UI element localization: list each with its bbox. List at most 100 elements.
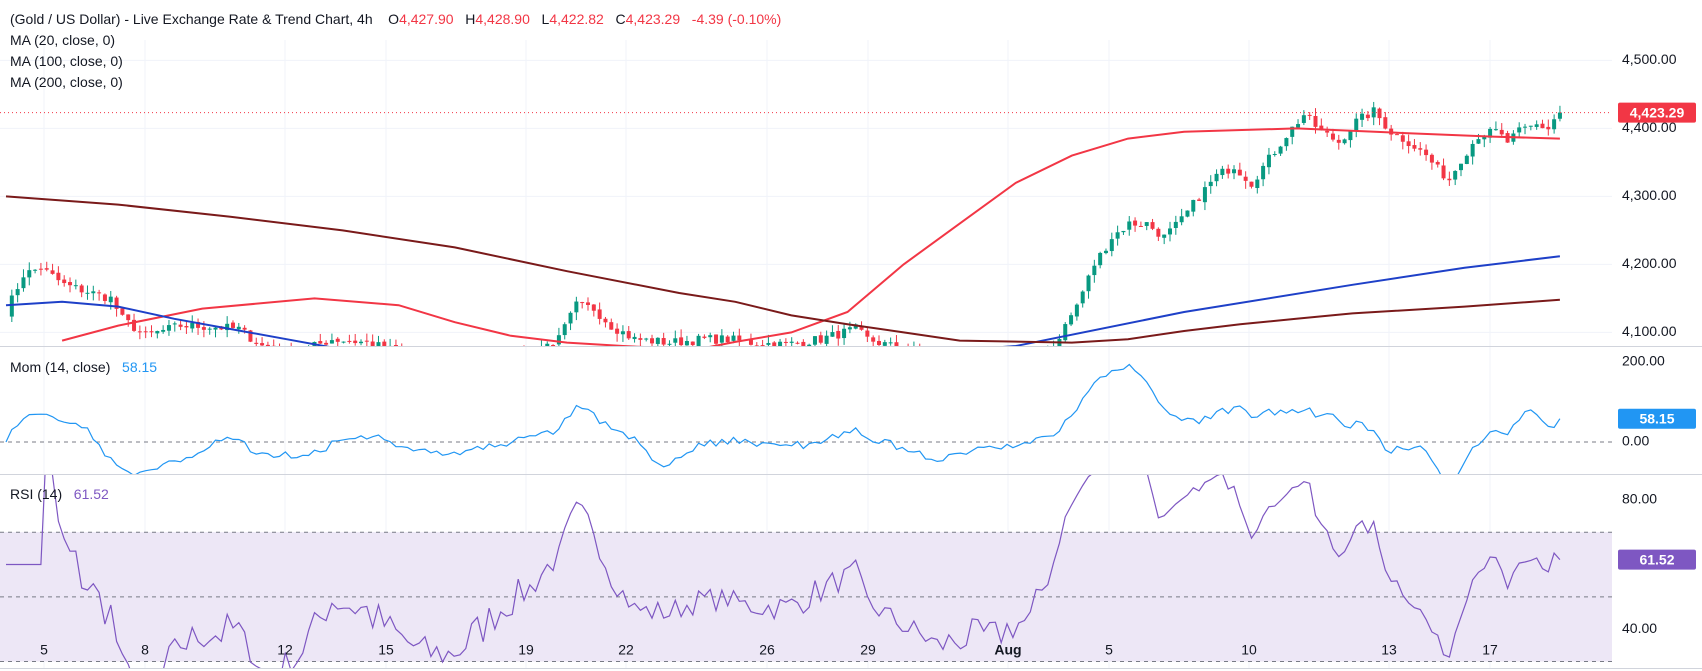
candle-body: [248, 330, 253, 342]
candle-body: [435, 358, 439, 359]
pane-separator[interactable]: [0, 346, 1702, 347]
candle-body: [1052, 347, 1056, 355]
candle-body: [1453, 170, 1458, 180]
candle-body: [626, 331, 631, 339]
candle-body: [1301, 115, 1306, 123]
candle-body: [847, 327, 852, 330]
rsi-legend[interactable]: RSI (14) 61.52: [10, 486, 109, 502]
candle-body: [976, 357, 980, 358]
price-tick-label: 4,400.00: [1622, 119, 1677, 135]
candle-body: [1138, 225, 1143, 227]
candle-body: [679, 337, 684, 346]
ma200-legend[interactable]: MA (200, close, 0): [10, 74, 123, 90]
candle-body: [1418, 148, 1423, 150]
candle-body: [184, 326, 189, 328]
candle-body: [1348, 130, 1353, 141]
candle-body: [929, 357, 933, 358]
candle-body: [155, 331, 160, 334]
candle-body: [1109, 239, 1114, 252]
momentum-pane[interactable]: [0, 346, 1612, 480]
rsi-pane[interactable]: [0, 437, 1612, 671]
candle-body: [441, 358, 445, 364]
candle-body: [1162, 234, 1167, 238]
candle-body: [400, 350, 404, 352]
candle-body: [347, 340, 352, 342]
pane-separator[interactable]: [0, 474, 1702, 475]
candle-body: [964, 363, 968, 365]
candle-body: [15, 289, 20, 296]
low-label: L: [541, 11, 550, 27]
candle-body: [970, 357, 974, 363]
time-axis[interactable]: 5 8 12 15 19 22 26 29 Aug 5 10 13 17: [40, 642, 1498, 658]
candle-body: [481, 357, 485, 364]
candle-body: [475, 357, 479, 359]
candle-body: [1098, 252, 1103, 266]
candle-body: [650, 338, 655, 344]
momentum-legend[interactable]: Mom (14, close) 58.15: [10, 359, 157, 375]
ma20-line: [61, 127, 1560, 346]
candle-body: [1459, 163, 1463, 171]
candle-body: [801, 341, 806, 346]
candle-body: [1365, 114, 1370, 119]
candle-body: [714, 334, 719, 344]
candle-body: [684, 341, 689, 346]
candle-body: [603, 318, 608, 323]
ma20-legend[interactable]: MA (20, close, 0): [10, 32, 116, 48]
candle-body: [772, 342, 777, 346]
candle-body: [836, 330, 841, 339]
ma100-legend[interactable]: MA (100, close, 0): [10, 53, 123, 69]
candle-body: [528, 352, 532, 356]
candle-body: [882, 342, 887, 346]
candle-body: [1208, 181, 1213, 187]
candle-body: [580, 302, 585, 304]
candle-body: [539, 348, 543, 353]
candle-body: [877, 340, 881, 345]
time-tick-label: 15: [378, 642, 394, 658]
candle-body: [1313, 115, 1318, 127]
candle-body: [1023, 362, 1027, 363]
candle-body: [1220, 168, 1225, 176]
high-value: 4,428.90: [475, 11, 530, 27]
candle-body: [812, 336, 817, 345]
candle-body: [906, 351, 910, 352]
rsi-line: [6, 474, 1561, 668]
candle-body: [941, 357, 945, 362]
time-tick-label: 29: [860, 642, 876, 658]
candle-body: [988, 359, 992, 361]
price-axis[interactable]: 4,100.00 4,200.00 4,300.00 4,400.00 4,500.00…: [1618, 51, 1696, 636]
candle-body: [1092, 265, 1097, 276]
candle-body: [417, 355, 421, 356]
candle-body: [213, 327, 218, 330]
candle-body: [1179, 216, 1184, 223]
rsi-value: 61.52: [73, 486, 109, 502]
high-label: H: [465, 11, 476, 27]
candle-body: [132, 319, 137, 331]
momentum-line: [5, 363, 1561, 474]
candle-body: [85, 292, 90, 294]
candle-body: [534, 351, 538, 353]
candle-body: [1063, 324, 1068, 341]
candle-body: [865, 330, 870, 337]
pane-separator: [0, 668, 1702, 669]
price-pane[interactable]: [0, 40, 1612, 372]
candle-body: [1325, 130, 1330, 133]
candle-body: [56, 272, 61, 281]
change-value: -4.39 (-0.10%): [691, 11, 782, 27]
candle-body: [225, 323, 230, 331]
candle-body: [953, 357, 957, 361]
candle-body: [1074, 304, 1079, 317]
time-tick-label: 26: [759, 642, 775, 658]
candle-body: [9, 295, 14, 317]
candle-body: [1476, 139, 1481, 144]
candle-body: [236, 326, 241, 330]
candle-body: [586, 302, 590, 305]
candle-body: [27, 270, 32, 278]
candle-body: [562, 324, 567, 336]
candle-body: [1517, 127, 1522, 133]
candle-body: [102, 294, 107, 301]
momentum-tick-label: 0.00: [1622, 433, 1649, 449]
candle-body: [260, 343, 265, 346]
candle-body: [673, 338, 678, 343]
rsi-band: [0, 532, 1612, 662]
